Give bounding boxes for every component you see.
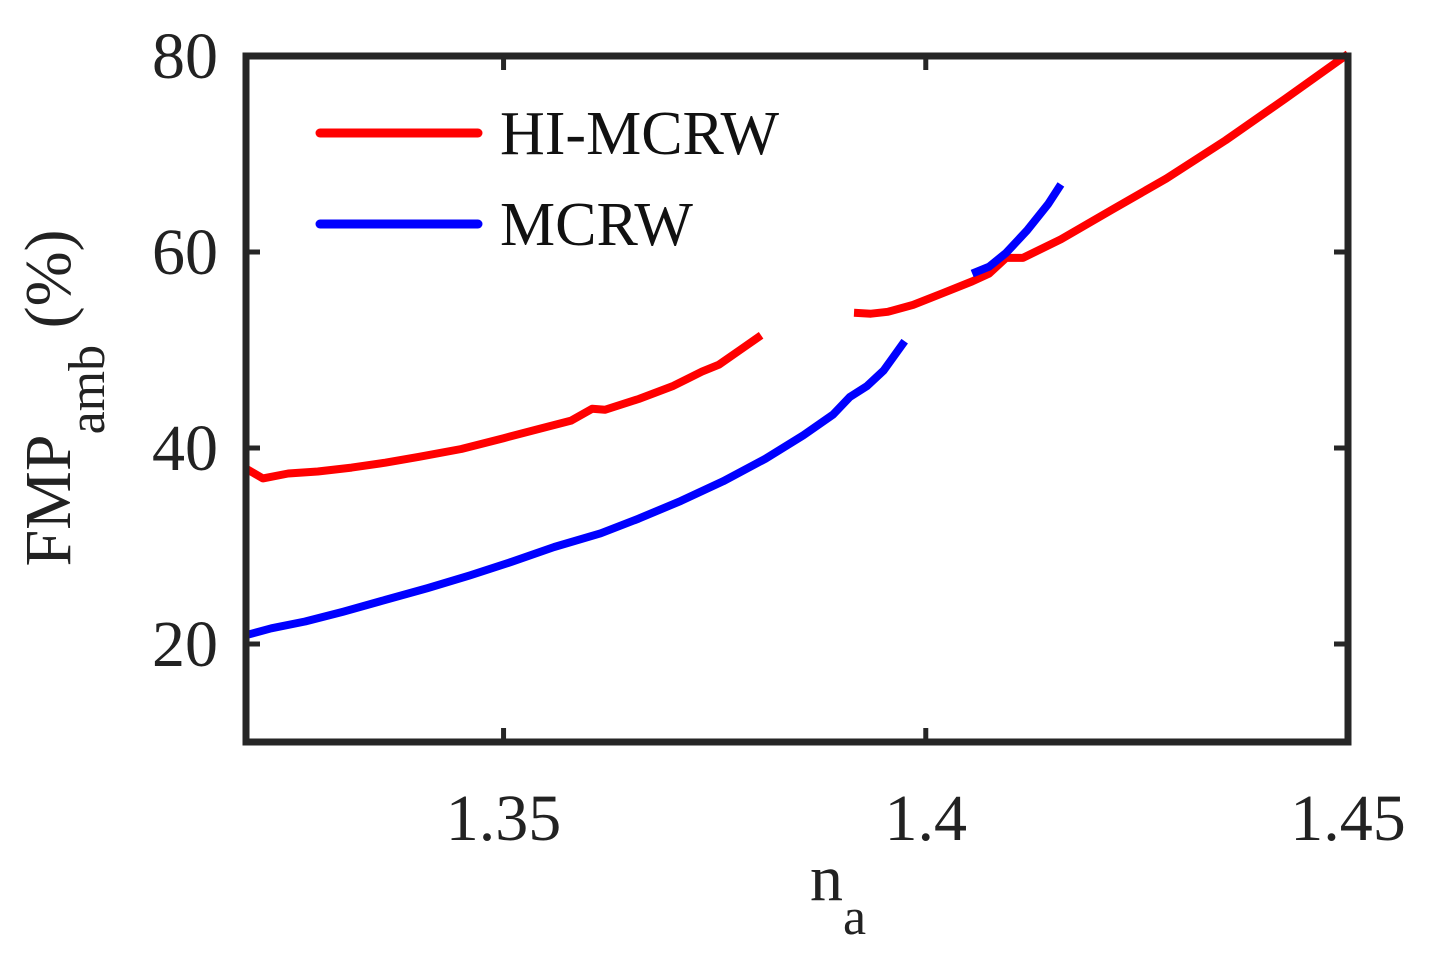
series-line-hi-mcrw-segment-2 xyxy=(853,50,1351,318)
series-layer xyxy=(243,50,1351,640)
x-axis-label-sub: a xyxy=(843,889,866,946)
y-tick-label-2: 60 xyxy=(152,216,218,289)
x-tick-label-1: 1.4 xyxy=(885,782,968,855)
plot-frame xyxy=(242,52,1352,746)
x-axis-label: na xyxy=(810,842,866,946)
y-axis-label-sub: amb xyxy=(59,345,116,435)
legend-label-mcrw: MCRW xyxy=(500,191,693,259)
legend-label-hi-mcrw: HI-MCRW xyxy=(500,100,779,168)
y-tick-label-3: 80 xyxy=(152,20,218,93)
x-tick-label-2: 1.45 xyxy=(1290,782,1406,855)
y-tick-label-0: 20 xyxy=(152,608,218,681)
y-axis-label: FMPamb (%) xyxy=(12,229,116,566)
ticks-layer: 1.35 1.4 1.45 20 40 60 80 xyxy=(152,20,1406,855)
series-line-mcrw-segment-1 xyxy=(244,338,908,640)
y-axis-label-main: FMP xyxy=(12,434,85,566)
series-line-hi-mcrw-segment-1 xyxy=(243,332,764,483)
x-axis-label-main: n xyxy=(810,842,843,915)
y-axis-label-suffix: (%) xyxy=(12,229,85,344)
series-line-mcrw-segment-2 xyxy=(970,182,1065,278)
legend: HI-MCRW MCRW xyxy=(315,100,779,259)
x-tick-label-0: 1.35 xyxy=(446,782,562,855)
y-tick-label-1: 40 xyxy=(152,412,218,485)
